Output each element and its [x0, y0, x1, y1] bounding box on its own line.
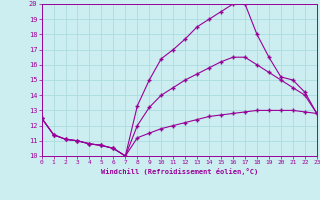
- X-axis label: Windchill (Refroidissement éolien,°C): Windchill (Refroidissement éolien,°C): [100, 168, 258, 175]
